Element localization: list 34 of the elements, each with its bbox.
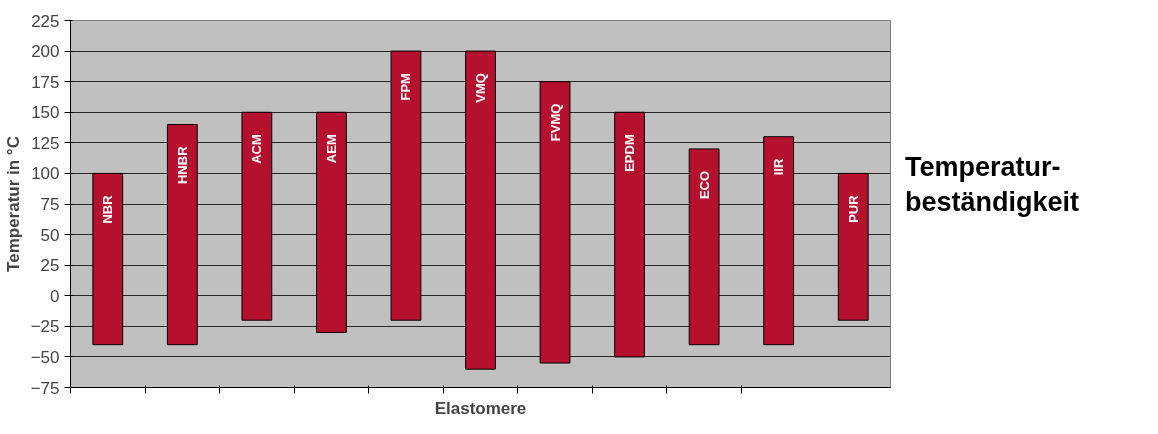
y-tick-label: 150: [31, 103, 60, 123]
x-tick-label: VMQ: [473, 73, 488, 103]
y-axis-title: Temperatur in °C: [3, 136, 23, 272]
bar: [763, 136, 795, 346]
x-tick-label: PUR: [845, 194, 861, 223]
bar: [166, 123, 198, 346]
y-tick-label: 0: [50, 286, 60, 306]
x-axis-title: Elastomere: [434, 398, 527, 418]
x-tick-label: AEM: [323, 134, 339, 164]
x-tick-label: EPDM: [622, 134, 638, 172]
x-tick-label: FPM: [398, 73, 414, 101]
y-tick-label: −50: [30, 347, 60, 367]
x-tick-label: NBR: [100, 194, 116, 224]
bar: [241, 111, 273, 321]
text: Temperatur- beständigkeit: [905, 151, 1080, 220]
y-tick-label: 25: [40, 256, 60, 276]
y-tick-label: −75: [30, 378, 60, 398]
x-tick-label: IIR: [771, 158, 787, 176]
bar: [316, 111, 347, 333]
bar: [837, 172, 869, 321]
y-tick-label: 200: [31, 42, 60, 62]
y-tick-label: 75: [40, 195, 60, 214]
y-tick-label: 175: [31, 72, 60, 92]
y-tick-label: 125: [31, 133, 60, 153]
y-tick-label: 100: [31, 164, 60, 184]
x-tick-label: FVMQ: [547, 103, 563, 142]
x-tick-label: ECO: [696, 170, 712, 200]
y-tick-label: 50: [40, 225, 60, 245]
y-tick-label: −25: [30, 317, 60, 337]
bar: [688, 148, 720, 346]
bar: [92, 172, 124, 346]
x-tick-label: ACM: [249, 134, 265, 164]
y-tick-label: 225: [31, 11, 60, 31]
x-tick-label: HNBR: [174, 145, 190, 185]
